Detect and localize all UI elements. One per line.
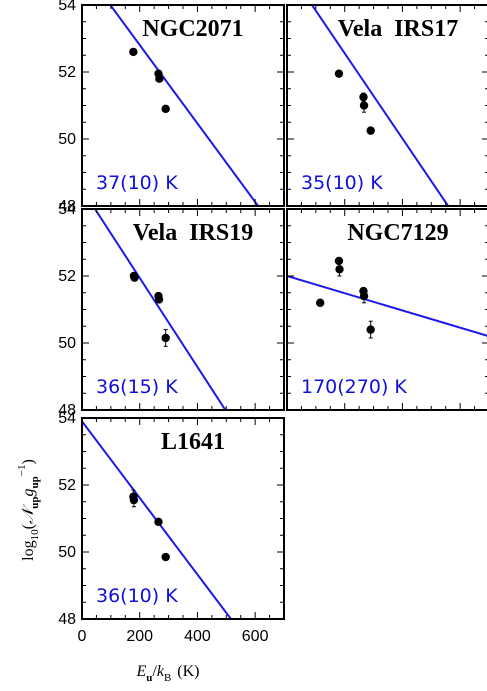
xlabel-k: k bbox=[157, 663, 165, 680]
fit-line bbox=[310, 5, 450, 206]
temperature-label: 36(10) K bbox=[96, 585, 178, 607]
xlabel-sub-B: B bbox=[164, 672, 171, 684]
panel-1: 48 50 52 54 NGC2071 37(10) K bbox=[58, 0, 285, 215]
xlabel-slash: / bbox=[152, 663, 157, 680]
x-tick-label: 400 bbox=[184, 628, 211, 645]
y-axis-title: log10(𝒩upgup−1) bbox=[16, 459, 41, 561]
panel-title: L1641 bbox=[161, 429, 225, 455]
svg-text:Eu/kB(K): Eu/kB (K) bbox=[135, 663, 199, 684]
data-point bbox=[161, 333, 170, 343]
xlabel-sub-u: u bbox=[146, 672, 152, 684]
xlabel-unit: (K) bbox=[177, 663, 199, 680]
data-point bbox=[161, 104, 170, 114]
data-point bbox=[155, 74, 164, 83]
xlabel-E: E bbox=[135, 663, 146, 680]
data-point bbox=[161, 552, 170, 562]
panel-title: NGC7129 bbox=[347, 220, 448, 246]
ylabel-g: g bbox=[20, 488, 37, 496]
ylabel-close: ) bbox=[20, 459, 37, 464]
data-point bbox=[129, 47, 138, 57]
data-point bbox=[129, 495, 139, 505]
panel-title: NGC2071 bbox=[142, 16, 243, 42]
ylabel-N: 𝒩 bbox=[20, 504, 37, 524]
ylabel-sub-up1: up bbox=[29, 496, 41, 508]
y-tick-label: 52 bbox=[58, 477, 76, 494]
data-point bbox=[359, 291, 369, 301]
data-point bbox=[130, 273, 139, 282]
panel-5: 48 50 52 54 0 200 400 600 L1641 36(10) K bbox=[58, 410, 285, 645]
fit-line bbox=[287, 275, 487, 337]
data-point bbox=[154, 295, 164, 304]
y-tick-label: 54 bbox=[58, 410, 76, 427]
y-tick-label: 52 bbox=[58, 268, 76, 285]
ylabel-open: ( bbox=[20, 524, 37, 529]
y-tick-label: 54 bbox=[58, 201, 76, 218]
data-point bbox=[154, 517, 163, 527]
data-point bbox=[366, 325, 375, 334]
panels: 48 50 52 54 NGC2071 37(10) K Vela IRS17 35(10) … bbox=[58, 0, 487, 645]
ylabel-sub10: 10 bbox=[29, 529, 41, 541]
panel-title: Vela IRS19 bbox=[133, 220, 253, 246]
ylabel-sub-up2: up bbox=[29, 476, 41, 488]
y-tick-label: 50 bbox=[58, 544, 76, 561]
data-point bbox=[334, 256, 344, 266]
temperature-label: 37(10) K bbox=[96, 172, 178, 194]
y-tick-label: 54 bbox=[58, 0, 76, 14]
temperature-label: 36(15) K bbox=[96, 376, 178, 398]
fit-line bbox=[93, 209, 227, 410]
x-tick-label: 200 bbox=[126, 628, 153, 645]
ylabel-sup: −1 bbox=[16, 465, 28, 477]
temperature-label: 35(10) K bbox=[301, 172, 383, 194]
ylabel-log: log bbox=[20, 540, 37, 560]
y-tick-label: 50 bbox=[58, 335, 76, 352]
y-tick-label: 50 bbox=[58, 131, 76, 148]
data-point bbox=[359, 92, 368, 102]
panel-4: NGC7129 170(270) K bbox=[286, 208, 487, 411]
y-tick-label: 48 bbox=[58, 402, 76, 419]
data-point bbox=[366, 126, 375, 135]
data-point bbox=[334, 69, 344, 78]
data-point bbox=[315, 298, 325, 307]
fit-line bbox=[82, 420, 233, 619]
svg-text:log10(𝒩upgup−1): log10(𝒩upgup−1) bbox=[16, 459, 41, 561]
y-tick-label: 52 bbox=[58, 64, 76, 81]
x-tick-label: 600 bbox=[242, 628, 269, 645]
fit-line bbox=[109, 5, 260, 206]
panel-3: 48 50 52 54 Vela IRS19 36(15) K bbox=[58, 201, 285, 419]
y-tick-label: 48 bbox=[58, 611, 76, 628]
panel-2: Vela IRS17 35(10) K bbox=[286, 4, 487, 207]
x-tick-label: 0 bbox=[78, 628, 87, 645]
y-tick-label: 48 bbox=[58, 198, 76, 215]
x-axis-title: Eu/kB (K) bbox=[135, 663, 199, 684]
panel-title: Vela IRS17 bbox=[338, 16, 458, 42]
data-point bbox=[359, 101, 369, 110]
temperature-label: 170(270) K bbox=[301, 376, 407, 398]
data-point bbox=[335, 265, 344, 274]
